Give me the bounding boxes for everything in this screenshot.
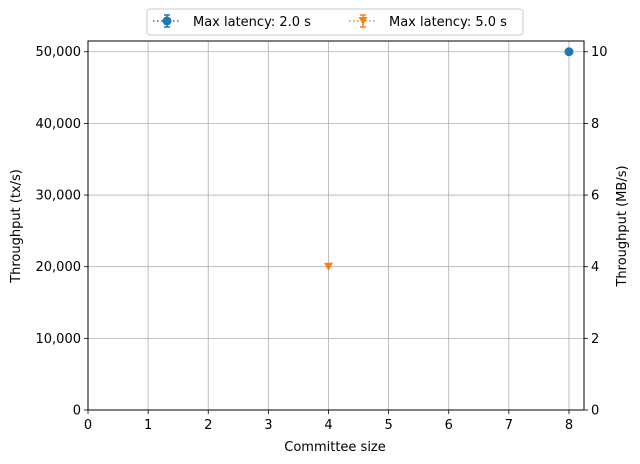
plot-frame xyxy=(87,40,585,411)
x-tick-label: 6 xyxy=(445,418,453,433)
y-tick-label: 20,000 xyxy=(36,260,82,275)
x-axis-label: Committee size xyxy=(284,440,386,455)
y-right-tick-label: 6 xyxy=(591,189,599,204)
x-tick-label: 7 xyxy=(505,418,513,433)
y-axis-left: 0 10,000 20,000 30,000 40,000 50,000 xyxy=(36,45,88,419)
legend-label-series-1: Max latency: 2.0 s xyxy=(193,15,311,30)
x-tick-label: 2 xyxy=(204,418,212,433)
data-marks xyxy=(323,47,574,271)
y-tick-label: 0 xyxy=(73,404,81,419)
x-tick-label: 1 xyxy=(144,418,152,433)
legend-box xyxy=(146,8,524,36)
y-right-tick-label: 10 xyxy=(591,45,608,60)
x-tick-label: 3 xyxy=(264,418,272,433)
x-tick-label: 8 xyxy=(565,418,573,433)
legend-item-series-2: Max latency: 5.0 s xyxy=(349,14,507,30)
x-tick-label: 5 xyxy=(384,418,392,433)
data-point-series-1 xyxy=(564,47,574,57)
y-tick-label: 10,000 xyxy=(36,332,82,347)
data-point-series-2 xyxy=(323,262,333,271)
y-axis-right: 0 2 4 6 8 10 xyxy=(584,45,608,419)
y-axis-label-right: Throughput (MB/s) xyxy=(615,165,630,287)
legend-item-series-1: Max latency: 2.0 s xyxy=(153,14,311,30)
x-tick-label: 4 xyxy=(324,418,332,433)
legend-marker-circle xyxy=(162,16,172,26)
y-right-tick-label: 4 xyxy=(591,260,599,275)
y-tick-label: 30,000 xyxy=(36,189,82,204)
y-tick-label: 50,000 xyxy=(36,45,82,60)
grid xyxy=(87,41,584,411)
legend: Max latency: 2.0 s Max latency: 5.0 s xyxy=(146,8,524,36)
y-right-tick-label: 8 xyxy=(591,117,599,132)
y-right-tick-label: 0 xyxy=(591,404,599,419)
y-tick-label: 40,000 xyxy=(36,117,82,132)
legend-label-series-2: Max latency: 5.0 s xyxy=(389,15,507,30)
x-axis: 0 1 2 3 4 5 6 7 8 xyxy=(84,410,573,433)
x-tick-label: 0 xyxy=(84,418,92,433)
y-axis-label-left: Throughput (tx/s) xyxy=(9,169,24,284)
legend-marker-triangle-down xyxy=(358,17,368,25)
y-right-tick-label: 2 xyxy=(591,332,599,347)
